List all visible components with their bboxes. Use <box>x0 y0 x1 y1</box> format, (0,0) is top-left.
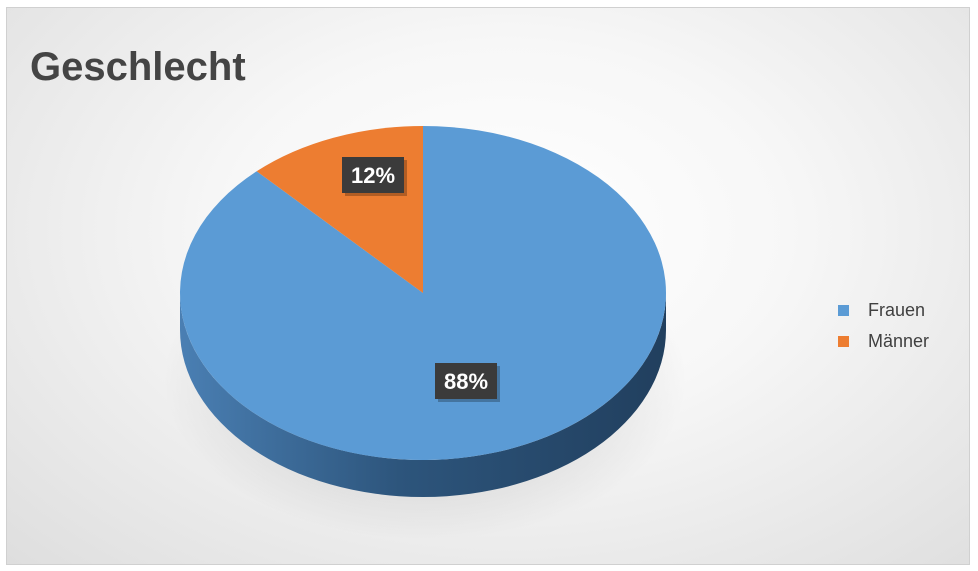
pie-slice-side <box>180 293 666 497</box>
data-label-text: 12% <box>351 163 395 188</box>
legend-item-frauen: Frauen <box>838 297 929 323</box>
data-label: 88% <box>435 363 500 402</box>
data-label: 12% <box>342 157 407 196</box>
chart-title: Geschlecht <box>30 45 246 89</box>
legend: Frauen Männer <box>838 297 929 359</box>
legend-item-maenner: Männer <box>838 328 929 354</box>
data-label-text: 88% <box>444 369 488 394</box>
legend-swatch <box>838 304 849 316</box>
legend-swatch <box>838 335 849 347</box>
legend-label: Männer <box>868 330 930 351</box>
legend-label: Frauen <box>868 299 926 320</box>
